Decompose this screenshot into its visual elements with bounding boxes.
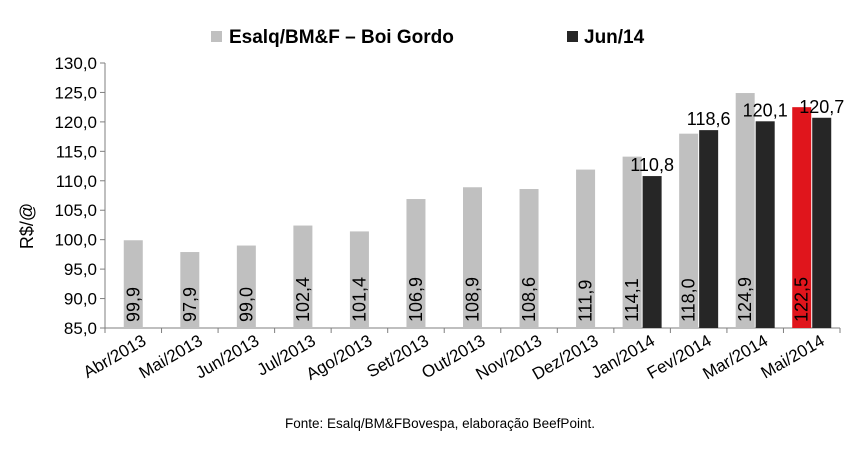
y-tick-label: 105,0 <box>54 201 97 220</box>
bar-value-label-boi-gordo: 99,9 <box>123 287 143 322</box>
bar-value-label-boi-gordo: 122,5 <box>792 277 812 322</box>
bar-boi-gordo <box>236 245 256 328</box>
legend-swatch-jun14 <box>567 31 578 42</box>
y-tick-label: 85,0 <box>64 319 97 338</box>
legend-label-jun14: Jun/14 <box>584 27 645 48</box>
y-tick-label: 95,0 <box>64 260 97 279</box>
y-tick-label: 120,0 <box>54 113 97 132</box>
bar-value-label-boi-gordo: 124,9 <box>735 277 755 322</box>
bar-value-label-boi-gordo: 99,0 <box>236 287 256 322</box>
x-tick-label: Mar/2014 <box>699 331 771 383</box>
bar-value-label-boi-gordo: 106,9 <box>406 277 426 322</box>
x-axis: Abr/2013Mai/2013Jun/2013Jul/2013Ago/2013… <box>80 328 841 384</box>
bar-value-label-boi-gordo: 118,0 <box>679 278 699 322</box>
bars: 99,9 97,9 99,0 102,4 101,4 106,9 108,9 108,6 111… <box>123 93 844 329</box>
legend-label-boi-gordo: Esalq/BM&F – Boi Gordo <box>229 27 454 48</box>
bar-boi-gordo <box>463 187 482 328</box>
x-tick-label: Mai/2013 <box>136 331 206 382</box>
y-tick-label: 130,0 <box>54 54 97 73</box>
bar-jun14 <box>642 176 662 328</box>
bar-value-label-jun14: 120,7 <box>799 97 844 117</box>
bar-jun14 <box>699 130 719 328</box>
bar-boi-gordo <box>349 231 369 328</box>
bar-boi-gordo <box>519 189 539 328</box>
bar-boi-gordo <box>735 93 755 329</box>
y-axis-title: R$/@ <box>17 203 37 249</box>
bar-value-label-jun14: 120,1 <box>743 100 788 120</box>
bar-value-label-jun14: 110,8 <box>630 155 674 175</box>
bar-jun14 <box>812 117 832 329</box>
bar-value-label-boi-gordo: 97,9 <box>180 287 200 322</box>
bar-boi-gordo <box>792 107 812 329</box>
bar-value-label-boi-gordo: 111,9 <box>576 280 596 322</box>
bar-jun14 <box>755 121 775 328</box>
bar-boi-gordo <box>622 156 642 328</box>
bar-boi-gordo <box>576 169 596 328</box>
x-tick-label: Mai/2014 <box>758 331 828 382</box>
bar-value-label-jun14: 118,6 <box>687 109 731 129</box>
bar-value-label-boi-gordo: 102,4 <box>293 277 313 322</box>
bar-value-label-boi-gordo: 101,4 <box>349 277 369 322</box>
x-tick-label: Abr/2013 <box>80 331 149 382</box>
source-note: Fonte: Esalq/BM&FBovespa, elaboração Bee… <box>285 416 595 431</box>
y-tick-label: 90,0 <box>64 290 97 309</box>
bar-value-label-boi-gordo: 108,9 <box>463 277 483 322</box>
bar-value-label-boi-gordo: 114,1 <box>622 278 642 322</box>
legend-swatch-boi-gordo <box>211 31 222 42</box>
y-tick-label: 115,0 <box>56 142 97 161</box>
y-tick-label: 125,0 <box>54 83 97 102</box>
bar-boi-gordo <box>293 225 313 328</box>
y-axis: 85,0 90,0 95,0 100,0 105,0 110,0 115,0 120,0 125… <box>54 54 840 338</box>
x-tick-label: Jun/2013 <box>192 331 262 382</box>
bar-boi-gordo <box>180 252 200 328</box>
x-tick-label: Set/2013 <box>364 331 432 381</box>
y-tick-label: 100,0 <box>54 231 97 250</box>
bar-boi-gordo <box>679 133 699 328</box>
bar-boi-gordo <box>123 240 143 328</box>
legend: Esalq/BM&F – Boi Gordo Jun/14 <box>211 27 645 48</box>
bar-value-label-boi-gordo: 108,6 <box>519 277 539 322</box>
y-tick-label: 110,0 <box>56 172 97 191</box>
bar-boi-gordo <box>406 199 426 328</box>
